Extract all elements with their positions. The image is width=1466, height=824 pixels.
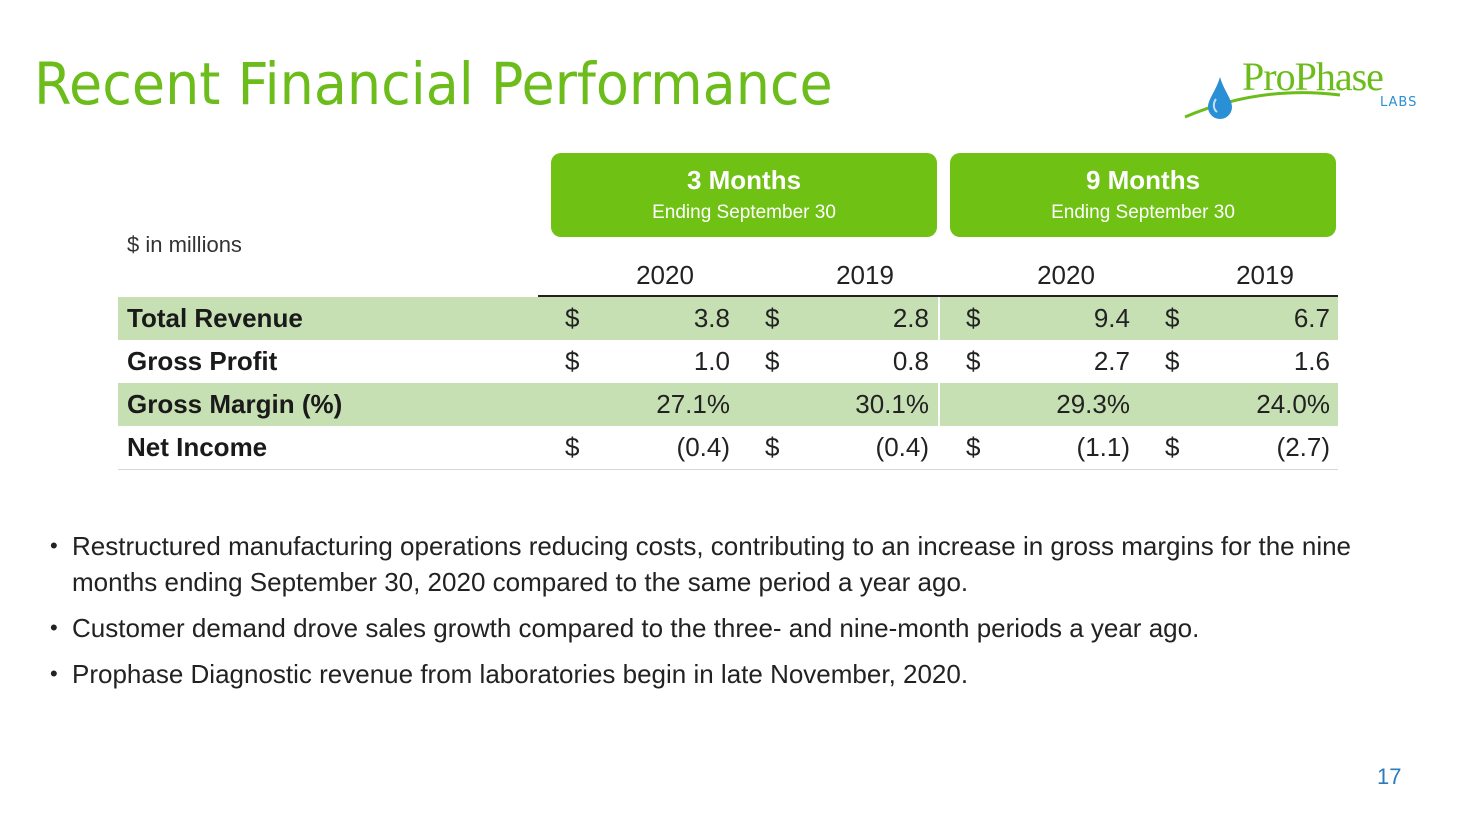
table-row: Gross Profit $1.0 $0.8 $2.7 $1.6 [118, 340, 1338, 383]
logo-labs: LABS [1380, 95, 1418, 110]
currency-symbol: $ [765, 432, 780, 462]
currency-symbol: $ [1165, 432, 1180, 462]
cell-value: (0.4) [875, 432, 929, 462]
slide-title: Recent Financial Performance [34, 50, 833, 118]
currency-symbol: $ [765, 303, 780, 333]
currency-symbol: $ [1165, 303, 1180, 333]
currency-symbol: $ [565, 432, 580, 462]
cell-value: (0.4) [676, 432, 730, 462]
cell-value: 24.0% [1256, 389, 1330, 419]
year-header: 2019 [836, 260, 894, 290]
table-row: Gross Margin (%) 27.1% 30.1% 29.3% 24.0% [118, 383, 1338, 426]
cell-value: 30.1% [855, 389, 929, 419]
cell-value: 3.8 [693, 303, 730, 333]
currency-symbol: $ [565, 346, 580, 376]
period-subtitle: Ending September 30 [1051, 202, 1235, 223]
currency-symbol: $ [966, 432, 981, 462]
bullet-item: • Customer demand drove sales growth comp… [50, 610, 1380, 646]
cell-value: 29.3% [1056, 389, 1130, 419]
period-title: 9 Months [1085, 165, 1201, 195]
header-rule [538, 295, 1338, 297]
year-header: 2019 [1236, 260, 1294, 290]
page-number: 17 [1377, 764, 1402, 789]
cell-value: 2.8 [892, 303, 929, 333]
period-header-3-months: 3 Months Ending September 30 [551, 153, 937, 237]
year-header: 2020 [636, 260, 694, 290]
year-header: 2020 [1037, 260, 1095, 290]
currency-symbol: $ [966, 303, 981, 333]
bullet-item: • Prophase Diagnostic revenue from labora… [50, 656, 1380, 692]
logo-wordmark: ProPhase [1242, 54, 1384, 99]
column-separator [938, 383, 940, 426]
currency-symbol: $ [966, 346, 981, 376]
bullet-dot-icon: • [50, 533, 58, 558]
period-title: 3 Months [686, 165, 802, 195]
units-label: $ in millions [127, 232, 242, 257]
cell-value: (1.1) [1076, 432, 1130, 462]
water-drop-icon [1184, 77, 1341, 119]
row-label: Net Income [127, 432, 268, 462]
bullet-item: • Restructured manufacturing operations r… [50, 528, 1380, 600]
cell-value: 9.4 [1093, 303, 1130, 333]
bullet-list: • Restructured manufacturing operations r… [50, 528, 1380, 702]
prophase-logo: ProPhase LABS [1180, 54, 1420, 125]
row-label: Gross Margin (%) [127, 389, 343, 419]
period-header-9-months: 9 Months Ending September 30 [950, 153, 1336, 237]
currency-symbol: $ [765, 346, 780, 376]
bullet-dot-icon: • [50, 661, 58, 686]
row-label: Total Revenue [127, 303, 303, 333]
cell-value: 1.0 [693, 346, 730, 376]
period-subtitle: Ending September 30 [652, 202, 836, 223]
cell-value: 2.7 [1093, 346, 1130, 376]
cell-value: 27.1% [656, 389, 730, 419]
currency-symbol: $ [1165, 346, 1180, 376]
row-label: Gross Profit [127, 346, 278, 376]
bullet-dot-icon: • [50, 615, 58, 640]
column-separator [938, 297, 940, 340]
cell-value: 0.8 [892, 346, 929, 376]
currency-symbol: $ [565, 303, 580, 333]
table-row: Total Revenue $3.8 $2.8 $9.4 $6.7 [118, 297, 1338, 340]
cell-value: 1.6 [1293, 346, 1330, 376]
table-row: Net Income $ (0.4) $ (0.4) $ (1.1) $ (2.7) [118, 426, 1338, 469]
cell-value: 6.7 [1293, 303, 1330, 333]
cell-value: (2.7) [1276, 432, 1330, 462]
table-bottom-rule [118, 469, 1338, 470]
